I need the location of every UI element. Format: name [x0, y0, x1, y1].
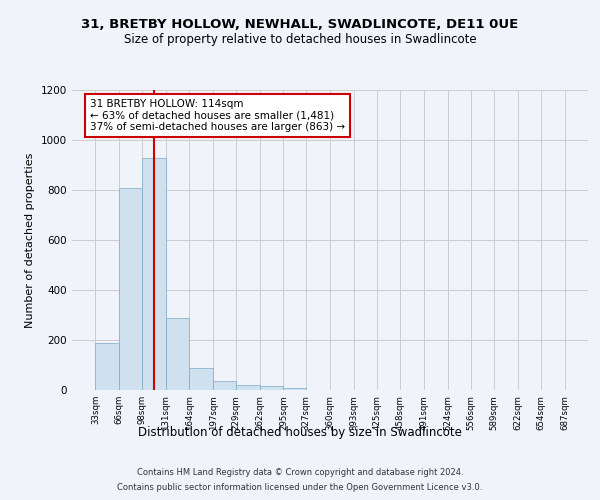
- Text: Contains HM Land Registry data © Crown copyright and database right 2024.: Contains HM Land Registry data © Crown c…: [137, 468, 463, 477]
- Bar: [236, 385, 260, 390]
- Text: 31, BRETBY HOLLOW, NEWHALL, SWADLINCOTE, DE11 0UE: 31, BRETBY HOLLOW, NEWHALL, SWADLINCOTE,…: [82, 18, 518, 30]
- Bar: [213, 381, 236, 390]
- Text: Size of property relative to detached houses in Swadlincote: Size of property relative to detached ho…: [124, 32, 476, 46]
- Text: Contains public sector information licensed under the Open Government Licence v3: Contains public sector information licen…: [118, 483, 482, 492]
- Bar: [260, 386, 283, 390]
- Y-axis label: Number of detached properties: Number of detached properties: [25, 152, 35, 328]
- Bar: [283, 388, 307, 390]
- Text: Distribution of detached houses by size in Swadlincote: Distribution of detached houses by size …: [138, 426, 462, 439]
- Bar: [142, 158, 166, 390]
- Bar: [95, 342, 119, 390]
- Text: 31 BRETBY HOLLOW: 114sqm
← 63% of detached houses are smaller (1,481)
37% of sem: 31 BRETBY HOLLOW: 114sqm ← 63% of detach…: [90, 99, 345, 132]
- Bar: [166, 318, 190, 390]
- Bar: [190, 368, 213, 390]
- Bar: [119, 188, 142, 390]
